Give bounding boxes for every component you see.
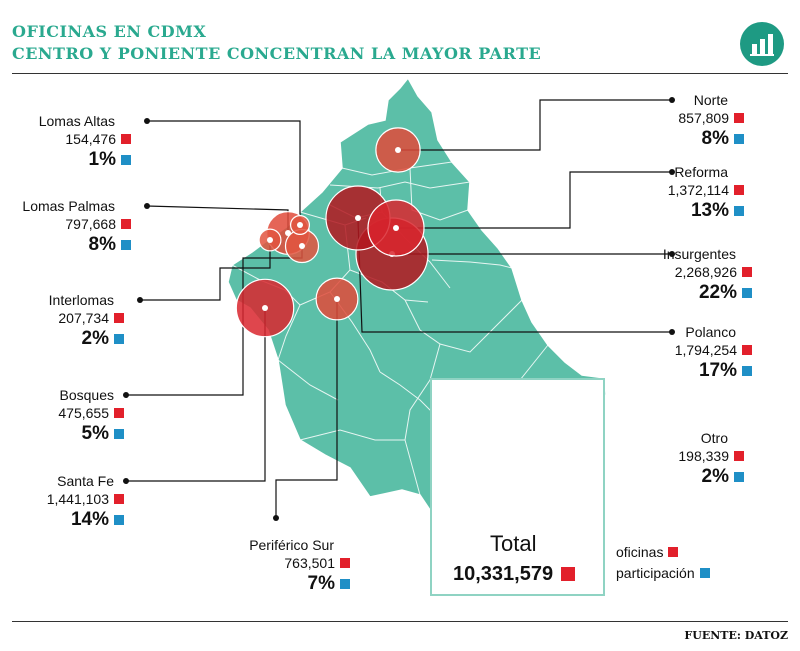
participacion-value: 14% [70, 509, 109, 530]
zone-label-norte: Norte 857,809 8% [678, 91, 744, 151]
zone-name: Lomas Palmas [22, 198, 115, 214]
zone-label-insurgentes: Insurgentes 2,268,926 22% [663, 245, 752, 305]
bubble-center-dot [334, 296, 340, 302]
zone-name: Otro [700, 430, 728, 446]
oficinas-value: 797,668 [65, 216, 116, 232]
oficinas-square-icon [114, 313, 124, 323]
zone-label-lomas-altas: Lomas Altas 154,476 1% [39, 112, 131, 172]
zone-name: Bosques [59, 387, 114, 403]
source-credit: FUENTE: DATOZ [684, 629, 788, 642]
participacion-square-icon [734, 134, 744, 144]
participacion-square-icon [340, 579, 350, 589]
oficinas-square-icon [121, 219, 131, 229]
zone-label-santa-fe: Santa Fe 1,441,103 14% [47, 472, 124, 532]
title-line-2: CENTRO Y PONIENTE CONCENTRAN LA MAYOR PA… [12, 44, 542, 63]
participacion-square-icon [734, 472, 744, 482]
oficinas-value: 1,372,114 [667, 182, 729, 198]
oficinas-square-icon [734, 185, 744, 195]
legend-oficinas: oficinas [616, 544, 679, 560]
oficinas-value: 2,268,926 [674, 264, 737, 280]
total-square-icon [561, 567, 576, 581]
zone-name: Insurgentes [662, 246, 736, 262]
oficinas-square-icon [742, 267, 752, 277]
oficinas-value: 207,734 [58, 310, 109, 326]
oficinas-value: 198,339 [678, 448, 729, 464]
zone-name: Polanco [685, 324, 736, 340]
legend-oficinas-label: oficinas [616, 544, 664, 560]
bubble-center-dot [267, 237, 273, 243]
zone-label-lomas-palmas: Lomas Palmas 797,668 8% [22, 197, 131, 257]
zone-label-interlomas: Interlomas 207,734 2% [49, 291, 124, 351]
participacion-square-icon [734, 206, 744, 216]
participacion-square-icon [699, 568, 710, 578]
participacion-value: 5% [81, 423, 109, 444]
participacion-value: 2% [701, 466, 729, 487]
endpoint-dots [123, 97, 675, 521]
oficinas-square-icon [121, 134, 131, 144]
participacion-value: 22% [698, 282, 737, 303]
total-value: 10,331,579 [453, 563, 554, 585]
zone-label-periferico-sur: Periférico Sur 763,501 7% [249, 536, 350, 596]
zone-label-otro: Otro 198,339 2% [678, 429, 744, 489]
participacion-value: 17% [698, 360, 737, 381]
zone-label-polanco: Polanco 1,794,254 17% [675, 323, 752, 383]
oficinas-square-icon [734, 113, 744, 123]
participacion-square-icon [742, 366, 752, 376]
oficinas-value: 475,655 [58, 405, 109, 421]
participacion-value: 1% [88, 149, 116, 170]
participacion-square-icon [742, 288, 752, 298]
participacion-value: 13% [690, 200, 729, 221]
bubble-center-dot [395, 147, 401, 153]
zone-label-bosques: Bosques 475,655 5% [58, 386, 124, 446]
zone-name: Interlomas [48, 292, 114, 308]
participacion-square-icon [114, 515, 124, 525]
zone-label-reforma: Reforma 1,372,114 13% [668, 163, 744, 223]
total-label: Total [490, 531, 537, 556]
participacion-value: 8% [701, 128, 729, 149]
participacion-value: 8% [88, 234, 116, 255]
bubble-center-dot [262, 305, 268, 311]
oficinas-value: 1,794,254 [674, 342, 737, 358]
zone-name: Periférico Sur [249, 537, 334, 553]
participacion-value: 7% [307, 573, 335, 594]
bubble-center-dot [355, 215, 361, 221]
legend-participacion-label: participación [616, 565, 695, 581]
bubble-center-dot [299, 243, 305, 249]
legend-participacion: participación [616, 565, 710, 581]
zone-name: Reforma [674, 164, 728, 180]
oficinas-square-icon [742, 345, 752, 355]
zone-name: Norte [693, 92, 728, 108]
bubble-center-dot [393, 225, 399, 231]
header-divider [12, 73, 788, 74]
participacion-value: 2% [81, 328, 109, 349]
office-bubbles [235, 127, 429, 338]
oficinas-square-icon [340, 558, 350, 568]
oficinas-square-icon [114, 494, 124, 504]
participacion-square-icon [114, 334, 124, 344]
bubble-center-dot [297, 222, 303, 228]
participacion-square-icon [114, 429, 124, 439]
oficinas-value: 763,501 [284, 555, 335, 571]
oficinas-square-icon [668, 547, 679, 557]
total-value-row: 10,331,579 [453, 563, 576, 586]
participacion-square-icon [121, 155, 131, 165]
zone-name: Lomas Altas [38, 113, 115, 129]
total-box [430, 378, 605, 596]
oficinas-square-icon [734, 451, 744, 461]
oficinas-square-icon [114, 408, 124, 418]
title-line-1: OFICINAS EN CDMX [12, 22, 207, 41]
oficinas-value: 1,441,103 [46, 491, 109, 507]
oficinas-value: 154,476 [65, 131, 116, 147]
footer-divider [12, 621, 788, 622]
zone-name: Santa Fe [57, 473, 114, 489]
bar-chart-icon [740, 22, 784, 66]
participacion-square-icon [121, 240, 131, 250]
oficinas-value: 857,809 [678, 110, 729, 126]
